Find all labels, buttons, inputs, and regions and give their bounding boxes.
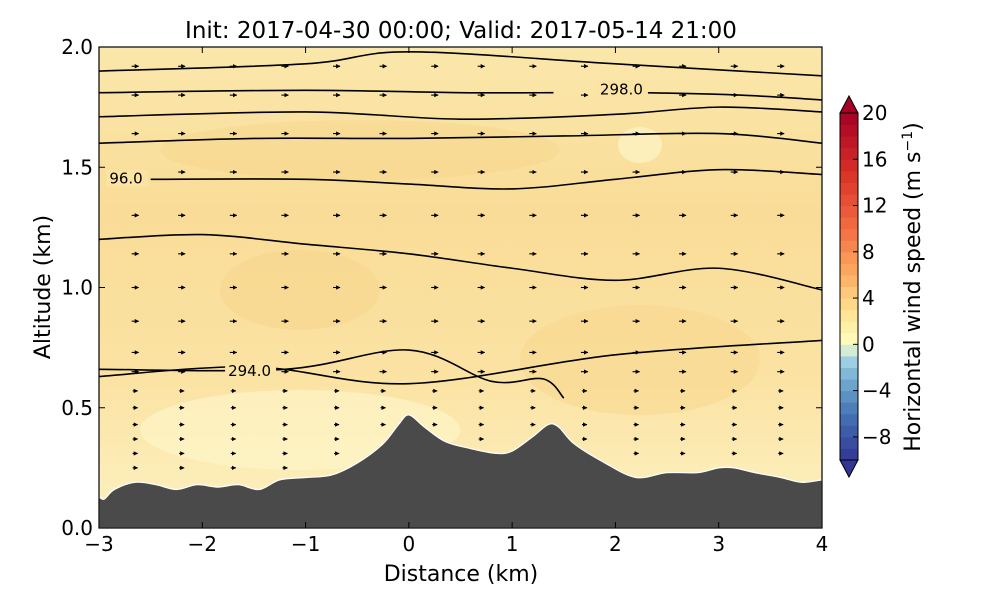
wind-speed-patch <box>618 127 662 163</box>
x-tick-label: 1 <box>506 532 519 556</box>
colorbar-band <box>840 286 858 299</box>
colorbar-band <box>840 182 858 195</box>
plot-area: 298.0 96.0 294.0 <box>99 47 822 528</box>
colorbar-band <box>840 170 858 183</box>
x-tick-label: −1 <box>291 532 320 556</box>
colorbar-tick-label: −8 <box>862 425 891 449</box>
contour-label-background <box>596 80 648 98</box>
isentrope-line <box>99 132 822 144</box>
isentrope-contours <box>99 51 822 399</box>
colorbar-frame <box>839 112 859 461</box>
chart-title: Init: 2017-04-30 00:00; Valid: 2017-05-1… <box>185 18 737 44</box>
colorbar-band <box>840 124 858 137</box>
terrain <box>99 414 822 528</box>
y-tick-label: 0.5 <box>61 396 93 420</box>
colorbar-band <box>840 251 858 264</box>
isentrope-line <box>646 91 822 101</box>
x-axis-ticks: −3 −2 −1 0 1 2 3 4 <box>84 47 828 556</box>
colorbar-band <box>840 228 858 241</box>
colorbar-tick-label: 0 <box>862 332 875 356</box>
colorbar-band <box>840 298 858 311</box>
colorbar-tick-label: 8 <box>862 240 875 264</box>
colorbar-tick-label: 12 <box>862 194 887 218</box>
colorbar-band <box>840 309 858 322</box>
wind-speed-patch <box>220 250 380 330</box>
colorbar-band <box>840 193 858 207</box>
colorbar-band <box>840 240 858 253</box>
isentrope-line <box>99 89 554 94</box>
colorbar-band <box>840 436 858 449</box>
wind-vectors <box>131 64 785 471</box>
isentrope-line <box>99 51 822 77</box>
colorbar-band <box>840 332 858 345</box>
colorbar-band <box>840 217 858 230</box>
colorbar-band <box>840 367 858 380</box>
colorbar-band <box>840 205 858 218</box>
colorbar-band <box>840 402 858 415</box>
colorbar-label: Horizontal wind speed (m s−1) <box>900 122 926 452</box>
colorbar-tick-label: 4 <box>862 286 875 310</box>
colorbar-band <box>840 448 858 461</box>
x-tick-label: −3 <box>84 532 113 556</box>
colorbar-extend-min <box>839 459 859 479</box>
x-tick-label: 4 <box>816 532 829 556</box>
colorbar-band <box>840 321 858 334</box>
x-tick-label: −2 <box>188 532 217 556</box>
contour-label-background <box>106 169 149 187</box>
contour-label: 294.0 <box>228 362 271 380</box>
colorbar-band <box>840 379 858 392</box>
colorbar-band <box>840 355 858 368</box>
isentrope-line <box>99 233 822 291</box>
colorbar-band <box>840 344 858 357</box>
contour-labels: 298.0 96.0 294.0 <box>106 80 648 380</box>
x-tick-label: 2 <box>609 532 622 556</box>
wind-speed-patch <box>160 120 560 180</box>
contour-label: 298.0 <box>600 81 643 99</box>
colorbar: 20 16 12 8 4 0 −4 −8 <box>839 94 891 479</box>
x-tick-label: 0 <box>402 532 415 556</box>
colorbar-band <box>840 159 858 172</box>
isentrope-line <box>99 339 822 385</box>
y-tick-label: 2.0 <box>61 35 93 59</box>
isentrope-line <box>150 168 822 190</box>
colorbar-band <box>840 136 858 149</box>
colorbar-band <box>840 390 858 403</box>
y-tick-label: 0.0 <box>61 516 93 540</box>
isentrope-line <box>99 106 822 120</box>
contour-label-background <box>225 362 277 380</box>
x-tick-label: 3 <box>712 532 725 556</box>
contour-label: 96.0 <box>109 170 142 188</box>
colorbar-tick-label: −4 <box>862 379 891 403</box>
colorbar-band <box>840 413 858 426</box>
colorbar-tick-label: 16 <box>862 147 887 171</box>
colorbar-band <box>840 113 858 126</box>
colorbar-band <box>840 263 858 276</box>
x-axis-label: Distance (km) <box>384 562 539 587</box>
colorbar-extend-max <box>839 94 859 114</box>
y-axis-label: Altitude (km) <box>31 215 56 359</box>
colorbar-band <box>840 425 858 438</box>
colorbar-band <box>840 147 858 160</box>
isentrope-line <box>99 349 565 399</box>
y-axis-ticks: 0.0 0.5 1.0 1.5 2.0 <box>61 35 822 540</box>
colorbar-band <box>840 274 858 287</box>
y-tick-label: 1.0 <box>61 276 93 300</box>
wind-speed-patch <box>520 305 760 415</box>
y-tick-label: 1.5 <box>61 155 93 179</box>
colorbar-tick-label: 20 <box>862 101 887 125</box>
